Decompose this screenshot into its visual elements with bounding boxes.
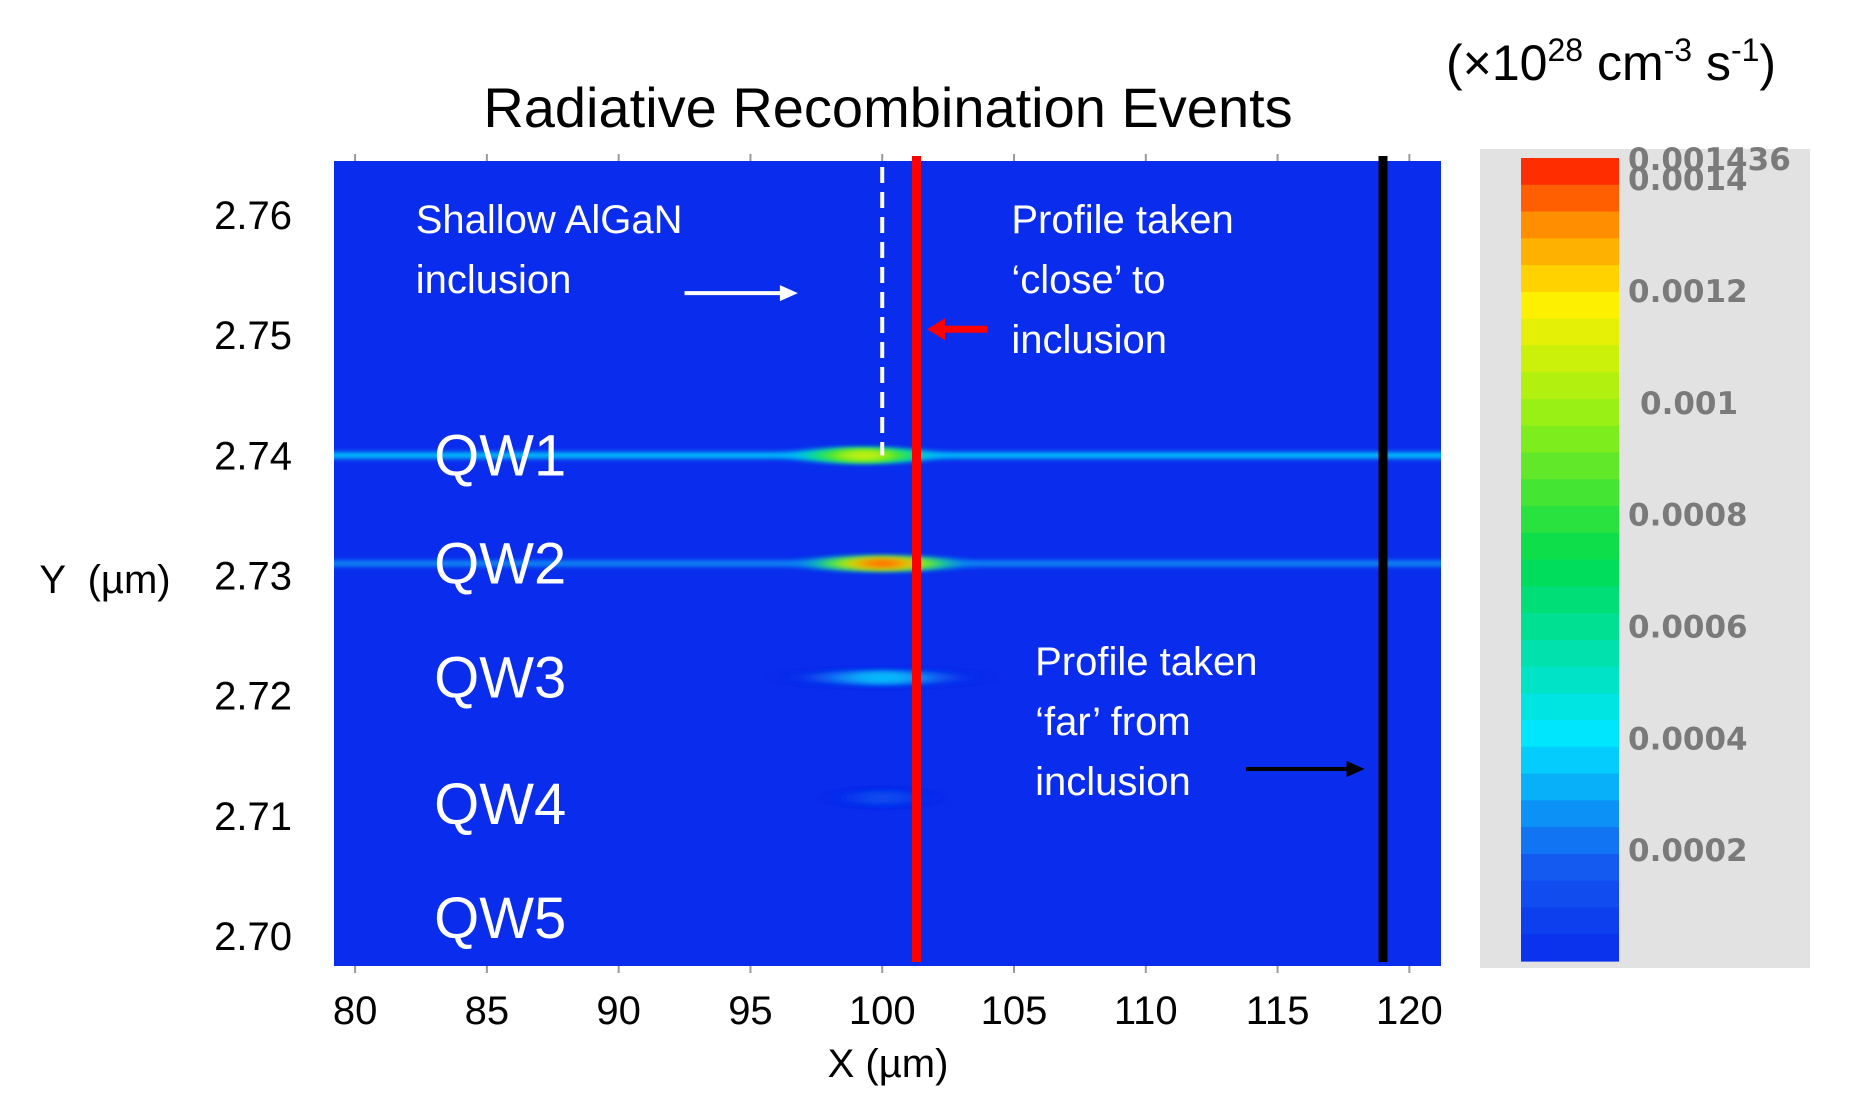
colorbar-label: 0.0004 [1628,721,1748,757]
annotation-2-arrow-head [927,318,946,341]
colorbar-step [1521,318,1619,346]
y-tick-label: 2.70 [214,915,292,959]
qw-label-4: QW4 [434,772,566,837]
y-tick-label: 2.72 [214,675,292,719]
y-axis: 2.76 2.75 2.74 2.73 2.72 2.71 2.70 [214,194,292,959]
annotation-2-line-3: inclusion [1011,318,1167,362]
x-axis: 80 85 90 95 100 105 110 115 120 [333,154,1443,1033]
colorbar-step [1521,211,1619,239]
colorbar-step [1521,853,1619,882]
colorbar-label: 0.001436 [1628,142,1791,178]
colorbar-unit-label: (×1028 cm-3 s-1) [1446,32,1776,91]
x-tick-label: 105 [981,989,1048,1033]
qw-hotspot-2 [865,559,900,568]
x-tick-label: 115 [1246,989,1310,1033]
colorbar-step [1521,800,1619,828]
colorbar-step [1521,372,1619,400]
y-tick-label: 2.73 [214,555,292,599]
colorbar-step [1521,693,1619,721]
qw-hotspot-4 [871,793,893,803]
colorbar-step [1521,238,1619,266]
colorbar-step [1521,880,1619,909]
y-tick-label: 2.76 [214,194,292,238]
x-tick-label: 85 [465,989,510,1033]
colorbar-step [1521,532,1619,561]
annotation-3-line-1: Profile taken [1035,640,1257,684]
y-tick-label: 2.71 [214,795,292,839]
annotation-1-line-2: inclusion [416,258,572,302]
colorbar-step [1521,907,1619,935]
colorbar-step [1521,158,1619,186]
x-tick-label: 100 [849,989,916,1033]
colorbar-label: 0.0002 [1628,833,1748,869]
colorbar-step [1521,479,1619,507]
colorbar-step [1521,505,1619,534]
colorbar-step [1521,613,1619,641]
y-tick-label: 2.75 [214,314,292,358]
colorbar-step [1521,639,1619,668]
colorbar-label: 0.0006 [1628,609,1748,645]
colorbar-label: 0.001 [1640,386,1738,422]
annotation-2-line-1: Profile taken [1011,198,1233,242]
colorbar-step [1521,265,1619,293]
colorbar-step [1521,720,1619,748]
colorbar-step [1521,184,1619,213]
qw-label-5: QW5 [434,886,566,951]
qw-label-1: QW1 [434,423,566,488]
annotation-3-line-2: ‘far’ from [1035,700,1191,744]
annotation-3-arrow-head [1346,760,1365,777]
colorbar-step [1521,452,1619,480]
x-tick-label: 95 [728,989,773,1033]
x-tick-label: 120 [1376,989,1443,1033]
x-tick-label: 90 [596,989,641,1033]
colorbar-step [1521,746,1619,775]
x-axis-label: X (µm) [828,1042,949,1086]
y-axis-label: Y (µm) [39,558,170,602]
x-tick-label: 110 [1114,989,1178,1033]
colorbar-step [1521,666,1619,694]
annotation-1-line-1: Shallow AlGaN [416,198,683,242]
colorbar-step [1521,559,1619,587]
colorbar-step [1521,398,1619,427]
colorbar-step [1521,345,1619,373]
x-tick-label: 80 [333,989,378,1033]
qw-label-2: QW2 [434,532,566,597]
colorbar-label: 0.0012 [1628,274,1748,310]
colorbar-step [1521,291,1619,320]
annotation-2-line-2: ‘close’ to [1011,258,1165,302]
colorbar-label: 0.0008 [1628,498,1748,534]
colorbar-step [1521,773,1619,801]
colorbar-label: 0.0014 [1628,162,1748,198]
colorbar-step [1521,586,1619,614]
colorbar-step [1521,827,1619,855]
annotation-1-arrow-head [779,285,798,302]
chart-title: Radiative Recombination Events [483,76,1292,139]
qw-hotspot-3 [862,673,902,683]
colorbar-step [1521,425,1619,454]
plot-area: QW1 QW2 QW3 QW4 QW5 Shallow AlGaN inclusion Pr… [334,156,1441,966]
qw-label-3: QW3 [434,646,566,711]
qw-hotspot-1 [848,450,879,460]
colorbar-step [1521,934,1619,962]
annotation-3-line-3: inclusion [1035,760,1191,804]
y-tick-label: 2.74 [214,434,292,478]
